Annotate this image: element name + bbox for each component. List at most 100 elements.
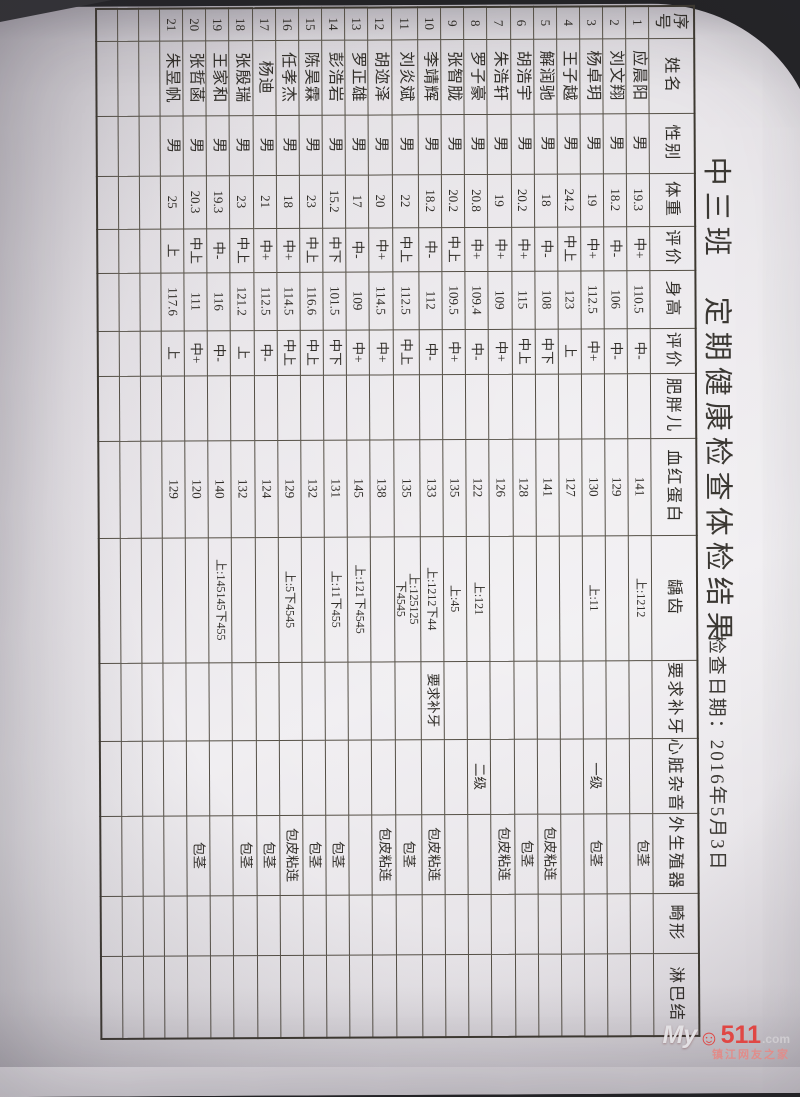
cell — [535, 535, 560, 661]
cell: 115 — [511, 270, 535, 329]
cell: 包皮粘连 — [372, 814, 396, 895]
watermark-tagline: 镇江网友之家 — [712, 1049, 790, 1061]
cell: 上:1212 — [628, 535, 653, 661]
cell — [121, 895, 144, 956]
cell: 7 — [486, 6, 511, 39]
cell: 127 — [558, 438, 583, 536]
cell: 20 — [368, 174, 393, 228]
cell — [232, 740, 257, 816]
cell — [120, 662, 143, 741]
cell — [100, 955, 123, 1039]
cell — [627, 373, 652, 439]
cell: 张智胧 — [440, 39, 465, 115]
cell — [279, 739, 303, 816]
cell: 116 — [207, 272, 231, 331]
cell: 男 — [487, 113, 511, 174]
cell — [369, 374, 394, 440]
cell: 109.5 — [441, 271, 466, 330]
cell — [100, 815, 122, 896]
cell: 杨迪 — [252, 40, 276, 116]
cell — [164, 955, 189, 1039]
cell — [118, 272, 141, 331]
cell: 21 — [159, 8, 183, 41]
cell — [233, 955, 258, 1039]
cell — [491, 953, 516, 1037]
cell: 中+ — [580, 226, 605, 271]
cell — [96, 40, 118, 116]
cell: 解润驰 — [533, 38, 557, 114]
cell — [584, 953, 609, 1037]
cell — [535, 373, 559, 439]
cell: 中+ — [369, 329, 394, 375]
cell: 上:145145下455 — [208, 537, 233, 663]
cell: 135 — [393, 439, 421, 537]
cell — [326, 954, 351, 1038]
cell: 10 — [417, 7, 441, 40]
column-header: 序号 — [648, 5, 695, 39]
cell: 杨卓玥 — [579, 38, 604, 114]
cell — [560, 738, 584, 814]
cell — [99, 662, 122, 741]
watermark-com: .com — [761, 1032, 790, 1046]
cell — [606, 660, 630, 739]
cell — [161, 375, 185, 441]
cell — [140, 330, 162, 376]
cell — [349, 894, 373, 955]
cell — [139, 228, 161, 273]
cell: 18 — [534, 173, 558, 227]
cell: 3 — [579, 6, 603, 39]
cell — [142, 815, 165, 896]
cell: 135 — [442, 439, 467, 537]
cell: 130 — [581, 438, 606, 536]
cell: 129 — [277, 439, 302, 538]
cell — [303, 954, 328, 1038]
cell: 114.5 — [276, 271, 301, 331]
cell: 包茎 — [325, 814, 350, 895]
cell: 中- — [253, 330, 278, 376]
column-header: 要求补牙 — [652, 659, 698, 739]
cell: 中+ — [369, 227, 393, 272]
cell: 胡浩宇 — [510, 38, 534, 114]
cell: 13 — [344, 7, 369, 40]
cell: 张殷瑞 — [229, 40, 253, 116]
cell — [97, 228, 119, 273]
cell — [513, 738, 538, 814]
cell — [490, 738, 515, 814]
cell — [97, 375, 120, 441]
table-body: 1 应晨阳男 19.3 中+ 110.5 中- 141 上:1212 包茎 2 刘文翔男 18.2 中-… — [96, 6, 655, 1039]
cell: 中- — [534, 226, 558, 271]
cell — [445, 894, 469, 955]
cell: 王子越 — [556, 38, 581, 114]
cell: 罗正雄 — [344, 39, 369, 115]
cell: 140 — [208, 440, 232, 538]
cell: 101.5 — [322, 271, 347, 330]
cell — [120, 537, 142, 663]
cell — [207, 375, 232, 441]
cell: 男 — [275, 114, 300, 176]
cell: 中+ — [626, 226, 651, 271]
cell — [230, 375, 255, 441]
cell: 16 — [275, 7, 299, 41]
cell — [118, 330, 141, 376]
cell: 男 — [626, 113, 650, 174]
cell: 116.6 — [299, 271, 324, 330]
cell: 121.2 — [230, 272, 254, 331]
cell — [346, 374, 371, 440]
cell: 男 — [183, 115, 207, 176]
cell: 罗子豪 — [463, 38, 488, 115]
cell: 4 — [556, 6, 580, 39]
smiley-icon: ☺ — [698, 1027, 720, 1050]
cell — [210, 895, 234, 956]
cell: 120 — [184, 440, 209, 538]
cell — [393, 374, 420, 440]
cell: 中下 — [323, 329, 347, 375]
cell — [558, 373, 582, 439]
cell: 男 — [229, 115, 254, 176]
cell — [97, 330, 120, 376]
cell — [512, 535, 537, 661]
cell: 中上 — [299, 227, 323, 272]
cell — [419, 374, 443, 440]
cell: 23 — [229, 175, 254, 229]
cell — [99, 740, 122, 816]
cell: 111 — [184, 272, 208, 331]
